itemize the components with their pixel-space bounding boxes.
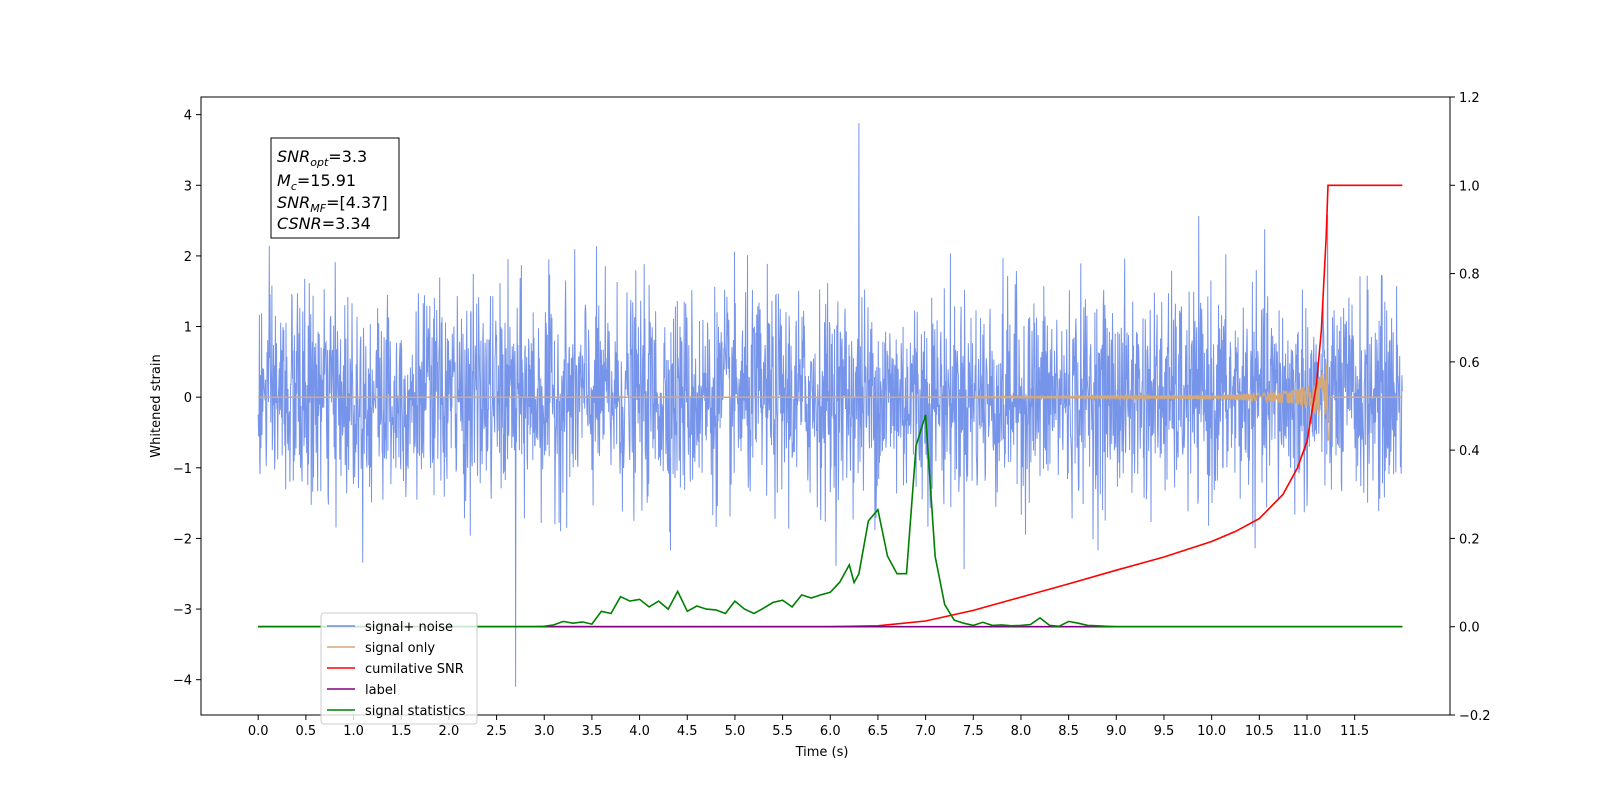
series-cumulative-snr (258, 184, 1403, 628)
y-tick-label: −3 (173, 603, 192, 618)
x-tick-label: 4.0 (629, 724, 650, 739)
y2-tick-label: 0.4 (1459, 444, 1480, 459)
annotation-snr-mf: SNRMF=[4.37] (277, 193, 388, 215)
x-tick-label: 3.0 (534, 724, 555, 739)
series-signal-noise (257, 123, 1403, 687)
y-tick-label: 0 (184, 391, 192, 406)
y-tick-label: 1 (184, 321, 192, 336)
x-tick-label: 1.0 (343, 724, 364, 739)
y2-tick-label: 1.2 (1459, 91, 1480, 106)
x-tick-label: 3.5 (582, 724, 603, 739)
legend-box (320, 612, 478, 725)
x-tick-label: 0.0 (248, 724, 269, 739)
x-tick-label: 9.0 (1106, 724, 1127, 739)
legend-label: signal statistics (365, 704, 466, 719)
y2-tick-label: 0.2 (1459, 532, 1480, 547)
series-signal-only (258, 363, 1403, 441)
x-axis: 0.0 0.5 1.0 1.5 2.0 2.5 3.0 3.5 4.0 4.5 5.0 5.5 6.0 6… (248, 715, 1369, 739)
y-axis-left: −4 −3 −2 −1 0 1 2 3 4 (173, 109, 201, 689)
x-tick-label: 0.5 (296, 724, 317, 739)
x-tick-label: 6.5 (868, 724, 889, 739)
legend-label: cumilative SNR (365, 662, 464, 677)
x-tick-label: 9.5 (1154, 724, 1175, 739)
y-tick-label: −2 (173, 532, 192, 547)
x-tick-label: 10.0 (1197, 724, 1226, 739)
x-tick-label: 8.0 (1011, 724, 1032, 739)
annotation-snr-opt: SNRopt=3.3 (277, 147, 367, 169)
x-axis-label: Time (s) (795, 745, 849, 760)
legend: signal+ noise signal only cumilative SNR la… (320, 612, 478, 725)
x-tick-label: 5.0 (725, 724, 746, 739)
x-tick-label: 2.0 (439, 724, 460, 739)
legend-label: label (365, 683, 396, 698)
legend-label: signal only (365, 641, 435, 656)
x-tick-label: 7.5 (963, 724, 984, 739)
y-tick-label: −4 (173, 674, 192, 689)
x-tick-label: 4.5 (677, 724, 698, 739)
y2-tick-label: 0.6 (1459, 356, 1480, 371)
y-tick-label: −1 (173, 462, 192, 477)
annotation-csnr: CSNR=3.34 (277, 214, 371, 233)
y2-tick-label: −0.2 (1459, 709, 1491, 724)
x-tick-label: 11.0 (1293, 724, 1322, 739)
y-tick-label: 4 (184, 109, 192, 124)
y-axis-label: Whitened strain (149, 354, 164, 457)
series-signal-statistics (258, 414, 1403, 628)
x-tick-label: 7.0 (915, 724, 936, 739)
x-tick-label: 8.5 (1058, 724, 1079, 739)
x-tick-label: 11.5 (1340, 724, 1369, 739)
x-tick-label: 1.5 (391, 724, 412, 739)
annotation-chirp-mass: Mc=15.91 (277, 171, 356, 193)
plot-frame (200, 96, 1451, 716)
legend-label: signal+ noise (365, 620, 453, 635)
y2-tick-label: 1.0 (1459, 179, 1480, 194)
x-tick-label: 10.5 (1245, 724, 1274, 739)
annotation-box: SNRopt=3.3 Mc=15.91 SNRMF=[4.37] CSNR=3.… (270, 137, 400, 239)
y2-tick-label: 0.8 (1459, 268, 1480, 283)
y-tick-label: 3 (184, 179, 192, 194)
y-tick-label: 2 (184, 250, 192, 265)
x-tick-label: 2.5 (486, 724, 507, 739)
y2-tick-label: 0.0 (1459, 621, 1480, 636)
x-tick-label: 5.5 (772, 724, 793, 739)
y-axis-right: −0.2 0.0 0.2 0.4 0.6 0.8 1.0 1.2 (1450, 91, 1491, 724)
x-tick-label: 6.0 (820, 724, 841, 739)
